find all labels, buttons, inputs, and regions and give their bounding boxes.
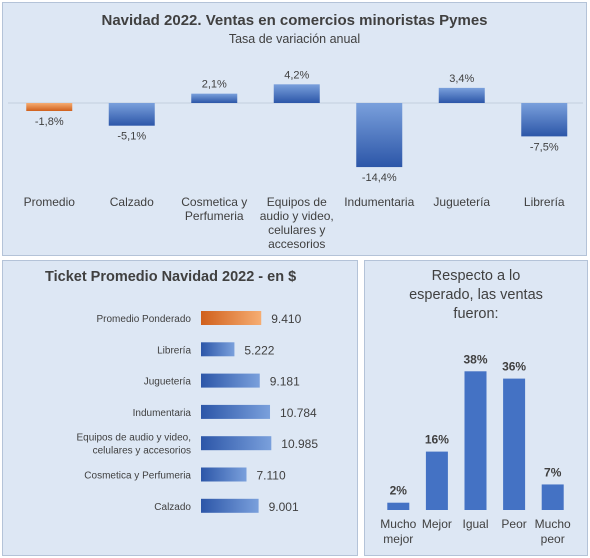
survey-category-label: Mucho: [535, 517, 571, 531]
survey-bar: [425, 451, 448, 510]
ticket-bar: [201, 404, 271, 419]
ticket-value-label: 7.110: [257, 469, 286, 483]
survey-chart-panel: Respecto a lo esperado, las ventas fuero…: [364, 260, 588, 556]
survey-value-label: 16%: [425, 433, 449, 447]
variation-bar: [108, 103, 155, 126]
variation-category-label: Cosmetica y: [181, 195, 247, 209]
ticket-value-label: 10.985: [281, 437, 318, 451]
ticket-category-label: Calzado: [154, 502, 191, 513]
ticket-value-label: 5.222: [244, 343, 274, 357]
variation-category-label: Librería: [524, 195, 565, 209]
ticket-category-label: Juguetería: [144, 377, 192, 388]
variation-category-label: accesorios: [268, 237, 325, 251]
survey-value-label: 38%: [463, 352, 487, 366]
survey-value-label: 36%: [502, 360, 526, 374]
ticket-value-label: 10.784: [280, 406, 317, 420]
survey-category-label: Peor: [501, 517, 526, 531]
variation-category-label: audio y video,: [260, 209, 334, 223]
variation-bar: [191, 93, 238, 103]
ticket-bar: [201, 342, 235, 357]
ticket-value-label: 9.001: [269, 500, 299, 514]
survey-value-label: 7%: [544, 465, 562, 479]
ticket-bar: [201, 373, 260, 388]
variation-chart-panel: Navidad 2022. Ventas en comercios minori…: [2, 2, 587, 256]
variation-value-label: 2,1%: [202, 79, 227, 91]
variation-value-label: -5,1%: [117, 131, 146, 143]
ticket-category-label: Equipos de audio y video,: [76, 433, 191, 444]
survey-category-label: peor: [541, 532, 565, 546]
ticket-value-label: 9.410: [271, 312, 301, 326]
survey-category-label: Igual: [462, 517, 488, 531]
variation-bar: [356, 103, 403, 168]
variation-bar: [438, 87, 485, 103]
ticket-bar: [201, 467, 247, 482]
survey-bar: [541, 484, 564, 510]
variation-category-label: Promedio: [24, 195, 76, 209]
ticket-category-label: Promedio Ponderado: [96, 314, 191, 325]
variation-value-label: 3,4%: [449, 73, 474, 85]
variation-category-label: Calzado: [110, 195, 154, 209]
ticket-chart-title: Ticket Promedio Navidad 2022 - en $: [45, 269, 297, 285]
variation-value-label: -7,5%: [530, 141, 559, 153]
survey-chart-title: Respecto a lo esperado, las ventas fuero…: [365, 267, 587, 324]
survey-title-line: fueron:: [453, 306, 499, 322]
survey-category-label: mejor: [383, 532, 413, 546]
survey-category-label: Mucho: [380, 517, 416, 531]
ticket-chart-panel: Ticket Promedio Navidad 2022 - en $ 9.41…: [2, 260, 358, 556]
survey-title-line: Respecto a lo: [431, 268, 521, 284]
survey-chart-svg: 2%Muchomejor16%Mejor38%Igual36%Peor7%Muc…: [380, 352, 571, 546]
variation-bar: [273, 84, 320, 103]
variation-value-label: -1,8%: [35, 116, 64, 128]
ticket-chart-svg: 9.410 Promedio Ponderado 5.222 Librería 9.18…: [76, 311, 318, 514]
ticket-category-label: Indumentaria: [133, 408, 192, 419]
ticket-bar: [201, 436, 272, 451]
survey-category-label: Mejor: [422, 517, 452, 531]
ticket-bar: [201, 498, 259, 513]
survey-title-line: esperado, las ventas: [409, 287, 543, 303]
variation-value-label: 4,2%: [284, 69, 309, 81]
variation-category-label: Equipos de: [267, 195, 327, 209]
survey-bar: [503, 378, 526, 510]
variation-bar: [521, 103, 568, 137]
ticket-category-label: Librería: [157, 345, 191, 356]
variation-value-label: -14,4%: [362, 172, 397, 184]
variation-chart-title: Navidad 2022. Ventas en comercios minori…: [101, 12, 488, 29]
variation-category-label: Juguetería: [433, 195, 490, 209]
variation-category-label: Indumentaria: [344, 195, 414, 209]
variation-chart-svg: -1,8% Promedio -5,1% Calzado 2,1% Cosmetica y…: [8, 69, 583, 251]
ticket-category-label: celulares y accesorios: [93, 446, 191, 457]
variation-category-label: celulares y: [268, 223, 325, 237]
ticket-value-label: 9.181: [270, 375, 300, 389]
ticket-bar: [201, 311, 262, 325]
ticket-category-label: Cosmetica y Perfumeria: [84, 471, 191, 482]
survey-bar: [387, 502, 410, 510]
variation-category-label: Perfumeria: [185, 209, 244, 223]
variation-chart-subtitle: Tasa de variación anual: [228, 32, 361, 46]
variation-bar: [26, 103, 73, 112]
survey-bar: [464, 371, 487, 510]
survey-value-label: 2%: [390, 484, 408, 498]
